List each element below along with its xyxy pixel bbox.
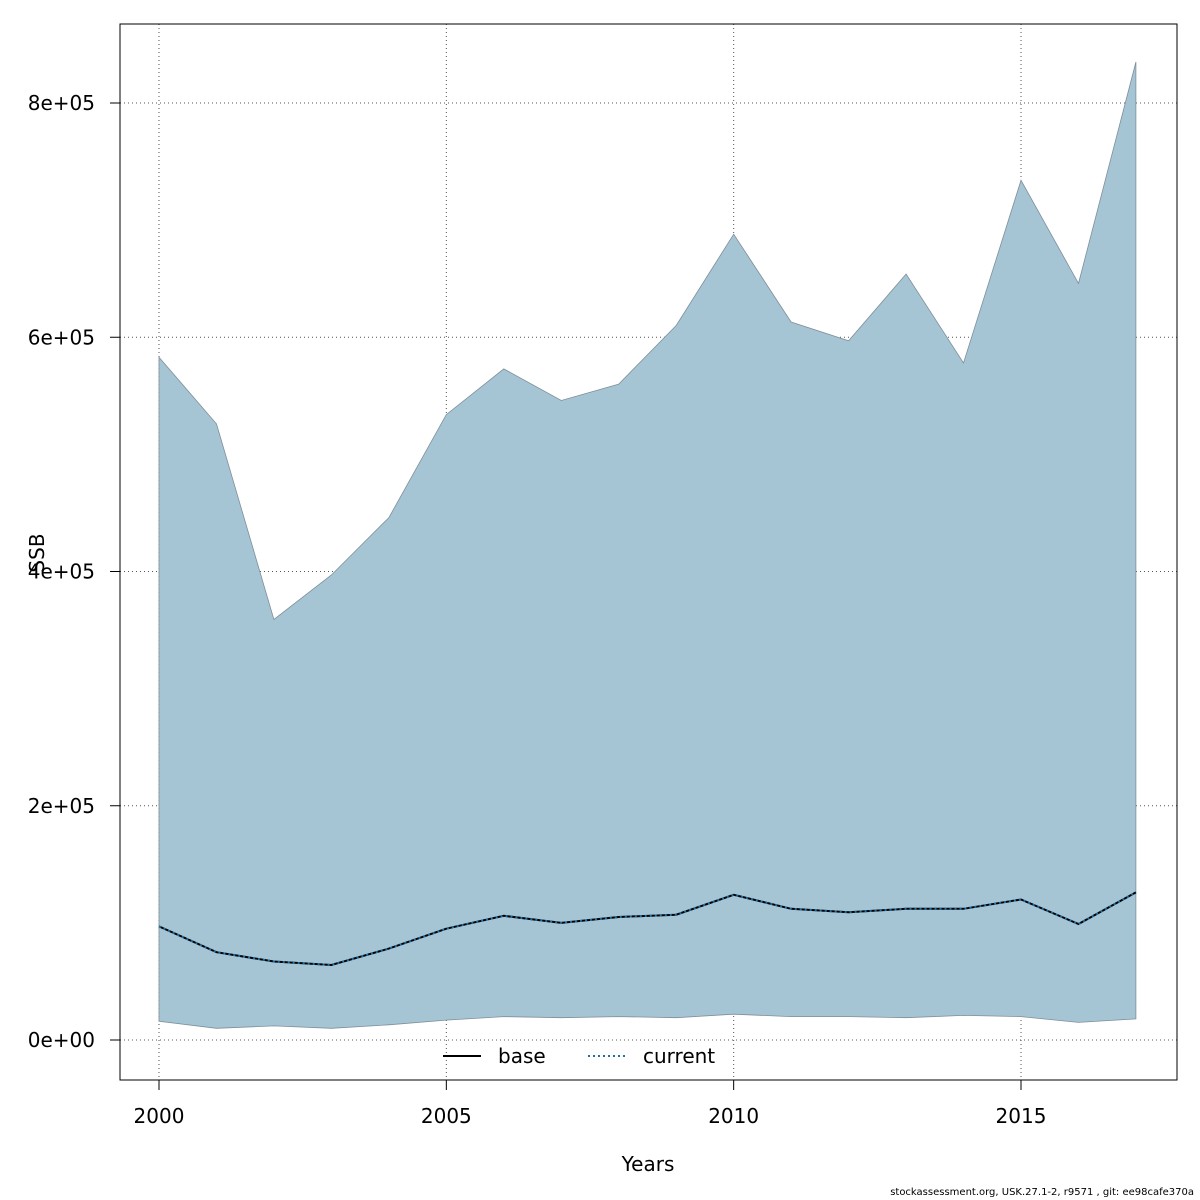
legend-label-current: current <box>643 1044 715 1068</box>
y-axis-title: SSB <box>25 533 49 572</box>
series-line-base <box>158 891 1137 967</box>
y-tick-label: 6e+05 <box>28 325 95 349</box>
y-tick-label: 2e+05 <box>28 794 95 818</box>
x-tick-label: 2000 <box>134 1104 185 1128</box>
x-tick-label: 2005 <box>421 1104 472 1128</box>
y-tick-label: 8e+05 <box>28 91 95 115</box>
x-axis: 2000 2005 2010 2015 <box>134 1079 1047 1128</box>
y-tick-label: 4e+05 <box>28 560 95 584</box>
footer-credit: stockassessment.org, USK.27.1-2, r9571 ,… <box>890 1187 1194 1198</box>
y-tick-label: 0e+00 <box>28 1028 95 1052</box>
legend: base current <box>443 1044 715 1068</box>
x-axis-title: Years <box>621 1152 675 1176</box>
legend-label-base: base <box>498 1044 546 1068</box>
y-axis: 0e+00 2e+05 4e+05 6e+05 8e+05 <box>28 91 121 1052</box>
confidence-band <box>158 61 1137 1029</box>
series-lines <box>158 891 1137 967</box>
x-tick-label: 2015 <box>996 1104 1047 1128</box>
x-tick-label: 2010 <box>708 1104 759 1128</box>
